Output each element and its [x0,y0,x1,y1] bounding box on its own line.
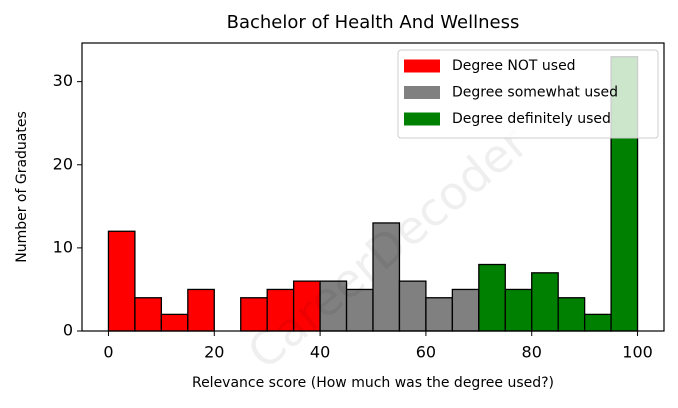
bar [451,288,480,332]
bar [583,313,612,332]
bar [425,297,454,332]
bar [240,297,268,332]
legend-label: Degree NOT used [452,58,576,74]
bar [107,230,136,332]
bar [187,288,215,332]
legend-swatch [404,112,440,126]
bar [557,297,586,332]
legend-swatch [404,59,440,73]
x-tick-label: 40 [310,343,330,362]
y-tick-label: 30 [53,71,73,90]
y-tick-label: 10 [53,237,73,256]
y-tick-label: 0 [63,321,73,340]
y-axis-label: Number of Graduates [14,111,30,263]
bar [398,280,427,332]
x-tick-label: 80 [522,343,542,362]
x-axis-label: Relevance score (How much was the degree… [192,375,554,391]
plot-frame [81,42,665,332]
chart-title: Bachelor of Health And Wellness [227,12,520,33]
legend-swatch [404,86,440,99]
bar [504,288,533,332]
x-tick-label: 0 [103,343,113,362]
x-tick-label: 20 [204,343,224,362]
bar [531,272,559,332]
bar [134,297,163,332]
bar [160,313,189,332]
bar [266,288,295,332]
legend-box [397,49,659,139]
legend-label: Degree definitely used [452,111,611,127]
bar [478,263,506,332]
x-tick-label: 60 [416,343,436,362]
y-tick-label: 20 [53,154,73,173]
bar [292,280,321,332]
x-tick-label: 100 [622,343,653,362]
legend-label: Degree somewhat used [452,85,618,101]
